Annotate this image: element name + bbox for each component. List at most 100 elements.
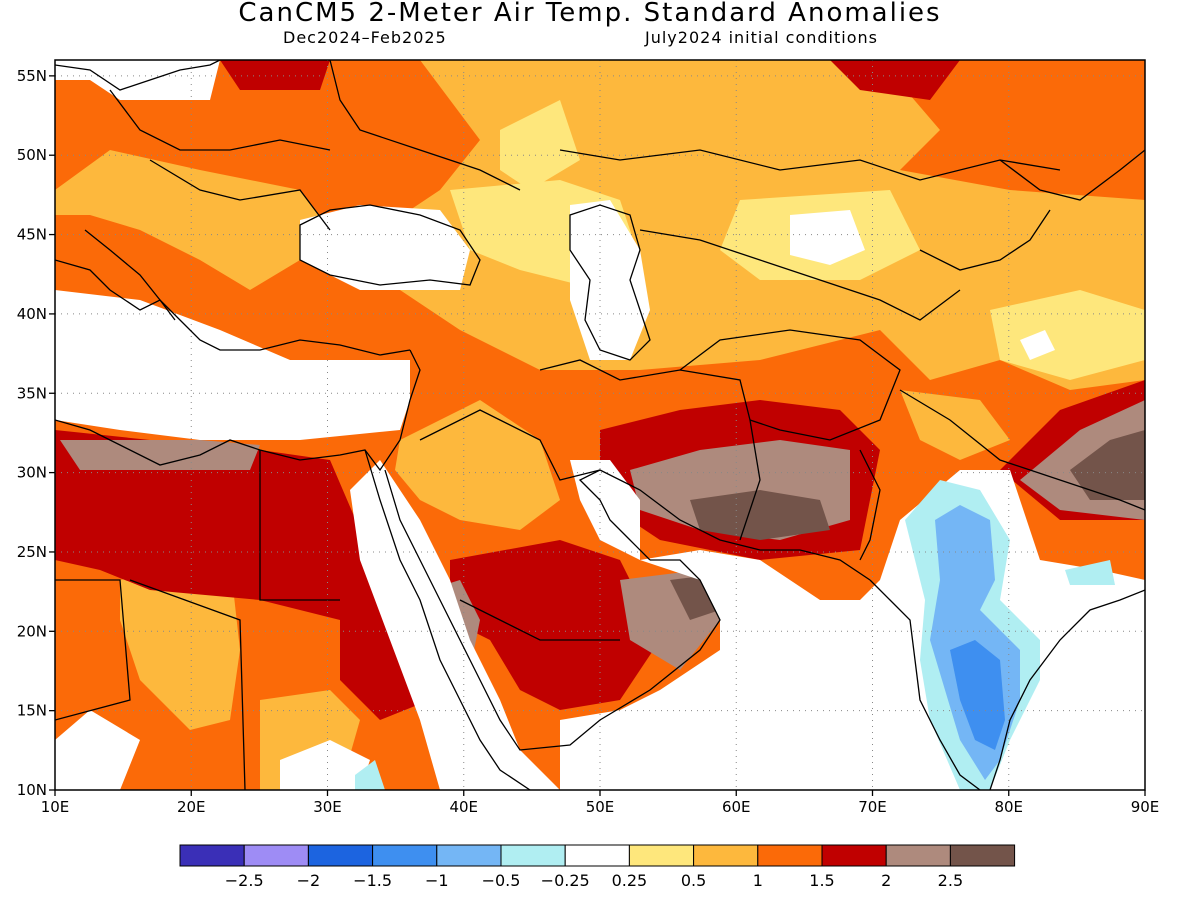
neutral-region-east-africa (280, 740, 370, 790)
legend-label: −2 (297, 871, 321, 890)
coastline-red-sea-east (384, 469, 721, 751)
border-mongolia (999, 149, 1145, 201)
coastline-persian-gulf (578, 469, 871, 581)
neutral-region-black-sea (300, 205, 470, 290)
coastline-india-west (869, 579, 981, 790)
lat-tick-label: 15N (17, 702, 47, 720)
anomaly-region-1-europe (55, 150, 330, 290)
border-afghanistan (679, 329, 901, 441)
border-central-asia (639, 229, 961, 321)
coastline-caspian (569, 204, 651, 361)
coastline-black-sea (299, 204, 481, 286)
lat-tick-label: 10N (17, 781, 47, 799)
legend-swatch (757, 844, 823, 867)
coastline-mediterranean-north (55, 259, 411, 356)
legend-swatch (243, 844, 309, 867)
border-europe-1 (109, 89, 331, 151)
legend-swatch (885, 844, 951, 867)
chart-title: CanCM5 2-Meter Air Temp. Standard Anomal… (238, 0, 942, 28)
legend-label: −1.5 (353, 871, 392, 890)
longitude-axis: 10E 20E 30E 40E 50E 60E 70E 80E 90E (41, 790, 1160, 816)
anomaly-region-05-north (500, 100, 580, 190)
legend-swatch (949, 844, 1016, 867)
season-label: Dec2024–Feb2025 (283, 28, 447, 47)
neutral-region-mediterranean (55, 290, 410, 440)
legend-label: −2.5 (225, 871, 264, 890)
border-africa-1 (259, 450, 340, 601)
legend-label: 0.5 (681, 871, 706, 890)
legend-label: −0.25 (541, 871, 590, 890)
legend-swatch (372, 844, 438, 867)
legend-swatch (821, 844, 887, 867)
lon-tick-label: 60E (722, 798, 751, 816)
coastline-red-sea-west (364, 449, 531, 790)
negative-region-025-bay (1065, 560, 1115, 585)
legend-swatch (307, 844, 374, 867)
lon-tick-label: 50E (586, 798, 615, 816)
border-pakistan-india (859, 449, 881, 561)
anomaly-region-max-iran (690, 490, 830, 540)
anomaly-fill-layer (55, 60, 1145, 790)
lat-tick-label: 50N (17, 146, 47, 164)
lon-tick-label: 30E (313, 798, 342, 816)
legend-label: 2 (881, 871, 891, 890)
lon-tick-label: 10E (41, 798, 70, 816)
lon-tick-label: 40E (449, 798, 478, 816)
legend-label: −0.5 (482, 871, 521, 890)
anomaly-region-25-egypt (60, 440, 260, 470)
lat-tick-label: 45N (17, 226, 47, 244)
anomaly-region-2-arabia (450, 540, 660, 710)
border-arabia-1 (419, 409, 601, 481)
legend-label: −1 (425, 871, 449, 890)
lon-tick-label: 20E (177, 798, 206, 816)
neutral-region-red-sea (350, 460, 560, 790)
negative-region-025-ethiopia (355, 760, 385, 790)
border-iran (539, 359, 761, 541)
neutral-region-kazakh (790, 210, 865, 265)
legend-swatch (564, 844, 630, 867)
coastlines-and-borders (55, 60, 1145, 790)
lat-tick-label: 20N (17, 622, 47, 640)
legend-swatch (693, 844, 759, 867)
lat-tick-label: 55N (17, 67, 47, 85)
coastline-india-east (989, 589, 1145, 790)
legend-label: 2.5 (938, 871, 963, 890)
legend-label: 1.5 (809, 871, 834, 890)
lon-tick-label: 80E (994, 798, 1023, 816)
neutral-region-tarim (1020, 330, 1055, 360)
border-china-west (919, 209, 1051, 271)
negative-region-1-india (950, 640, 1005, 750)
coastline-africa-north (55, 349, 421, 472)
anomaly-region-2-sahara (55, 430, 390, 620)
border-europe-2 (149, 159, 331, 231)
initial-conditions-label: July2024 initial conditions (645, 28, 878, 47)
lat-tick-label: 40N (17, 305, 47, 323)
border-arabia-2 (459, 599, 620, 641)
anomaly-region-2-europe-north (220, 60, 330, 90)
lat-tick-label: 30N (17, 464, 47, 482)
border-africa-3 (129, 579, 246, 790)
legend-swatch (500, 844, 566, 867)
lon-tick-label: 90E (1131, 798, 1160, 816)
neutral-region-west-africa (55, 710, 140, 790)
border-africa-2 (55, 579, 131, 721)
anomaly-region-2-east (830, 60, 960, 100)
coastline-baltic (55, 60, 221, 91)
latitude-axis: 10N 15N 20N 25N 30N 35N 40N 45N 50N 55N (17, 67, 55, 799)
border-india-north (899, 389, 1145, 511)
lon-tick-label: 70E (858, 798, 887, 816)
legend-label: 0.25 (612, 871, 648, 890)
coastline-italy (84, 229, 176, 321)
border-kazakh-north (559, 149, 1061, 181)
lat-tick-label: 35N (17, 384, 47, 402)
anomaly-region-max-tibet (1070, 430, 1145, 500)
anomaly-region-1-india (900, 390, 1010, 460)
legend-swatch (179, 844, 245, 867)
legend-swatch (628, 844, 695, 867)
neutral-region-caspian (570, 200, 650, 360)
anomaly-region-1-africa (120, 560, 240, 730)
color-legend: −2.5 −2 −1.5 −1 −0.5 −0.25 0.25 0.5 1 1.5 2 2.5 (179, 844, 1016, 890)
border-russia-west (329, 60, 521, 191)
lat-tick-label: 25N (17, 543, 47, 561)
